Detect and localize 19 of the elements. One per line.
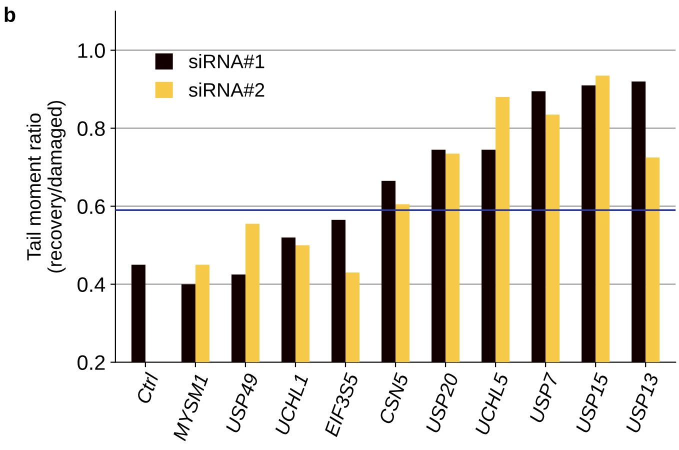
text: b (4, 6, 16, 22)
x-tick-label: USP15 (575, 372, 610, 434)
y-axis-title: Tail moment ratio (recovery/damaged) (26, 100, 66, 273)
x-tick-label: UCHL1 (274, 374, 308, 436)
x-tick-label: USP20 (425, 372, 459, 434)
x-tick-label: EIF3S5 (324, 372, 359, 438)
x-tick-label: Ctrl (135, 372, 160, 404)
y-tick-label: 1.0 (78, 43, 105, 58)
y-tick-label: 0.6 (78, 199, 105, 214)
legend-label: siRNA#2 (188, 82, 264, 97)
x-tick-label: UCHL5 (474, 372, 509, 436)
legend-label: siRNA#1 (188, 54, 264, 68)
x-tick-label: USP7 (529, 372, 560, 424)
x-tick-label: CSN5 (378, 372, 409, 425)
x-tick-label: USP49 (225, 372, 259, 434)
x-tick-label: USP13 (626, 372, 659, 434)
y-tick-label: 0.4 (78, 277, 106, 292)
y-tick-label: 0.2 (78, 355, 105, 370)
y-tick-label: 0.8 (78, 121, 105, 136)
